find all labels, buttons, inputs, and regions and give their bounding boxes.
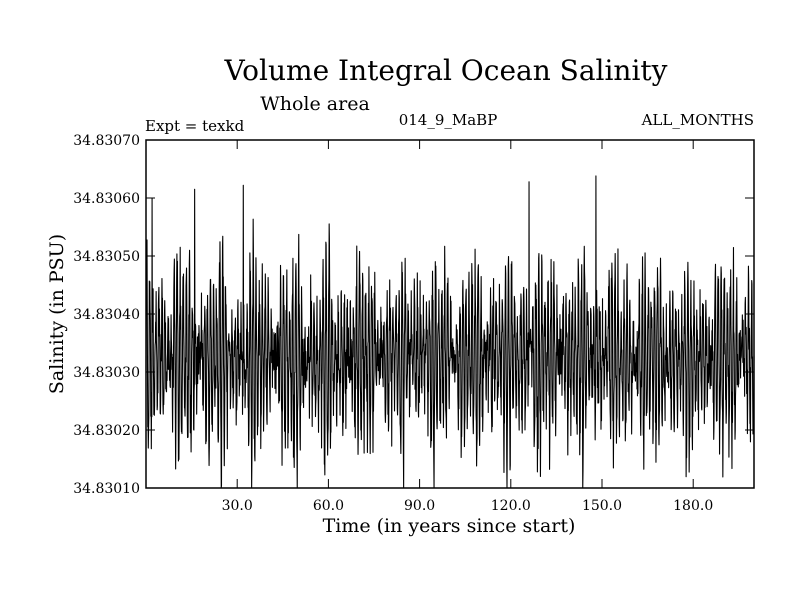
y-tick-label: 34.83010	[73, 481, 140, 497]
y-tick-label: 34.83030	[73, 365, 140, 381]
y-tick-labels: 34.83010 34.83020 34.83030 34.83040 34.83050…	[73, 133, 140, 497]
experiment-label: Expt = texkd	[145, 117, 245, 135]
chart-title: Volume Integral Ocean Salinity	[224, 54, 668, 87]
x-tick-label: 120.0	[491, 498, 531, 514]
x-tick-labels: 30.0 60.0 90.0 120.0 150.0 180.0	[222, 498, 714, 514]
y-axis-label: Salinity (in PSU)	[46, 234, 68, 394]
plot-frame	[145, 139, 755, 489]
x-tick-label: 60.0	[313, 498, 344, 514]
y-tick-label: 34.83040	[73, 307, 140, 323]
run-id-label: 014_9_MaBP	[399, 111, 498, 129]
x-tick-label: 90.0	[404, 498, 435, 514]
x-axis-label: Time (in years since start)	[323, 515, 576, 537]
months-label: ALL_MONTHS	[641, 111, 754, 129]
x-tick-label: 180.0	[673, 498, 713, 514]
x-tick-label: 150.0	[582, 498, 622, 514]
salinity-series-line	[145, 175, 755, 489]
plot-series-group	[145, 175, 755, 489]
chart-subtitle: Whole area	[260, 93, 370, 115]
y-tick-label: 34.83060	[73, 191, 140, 207]
y-tick-label: 34.83020	[73, 423, 140, 439]
y-tick-label: 34.83070	[73, 133, 140, 149]
x-tick-label: 30.0	[222, 498, 253, 514]
y-tick-label: 34.83050	[73, 249, 140, 265]
